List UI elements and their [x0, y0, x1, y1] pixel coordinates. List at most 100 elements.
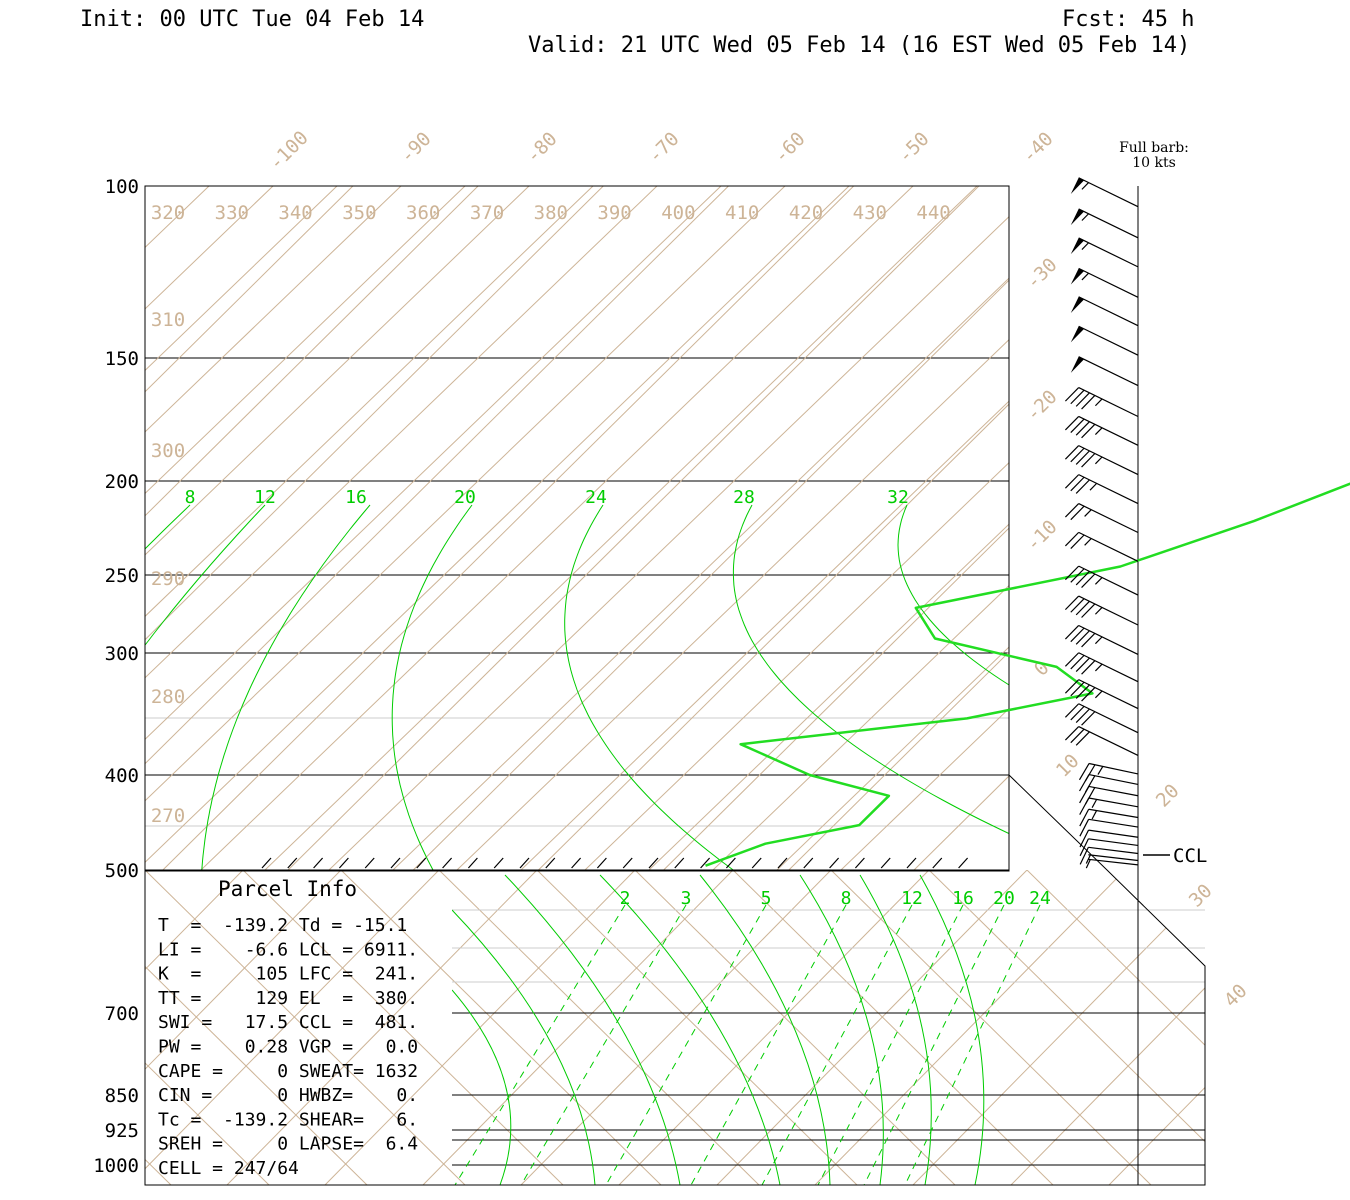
moist-adiabat-line	[201, 504, 371, 871]
isotherm-label: -10	[1022, 516, 1062, 556]
isotherm-line	[1223, 870, 1350, 1185]
wind-barb	[1079, 846, 1139, 865]
moist-adiabat-line	[919, 874, 985, 1185]
mixing-ratio-line	[605, 904, 767, 1185]
hatch-mark	[854, 857, 865, 869]
valid-time: Valid: 21 UTC Wed 05 Feb 14 (16 EST Wed …	[528, 33, 1190, 58]
parcel-info-row: CELL = 247/64	[158, 1158, 299, 1179]
theta-label: 330	[215, 202, 249, 224]
isotherm-line	[0, 870, 73, 1185]
isotherm-line	[830, 870, 1152, 1185]
pressure-label: 500	[105, 860, 139, 882]
dry-adiabat-line	[814, 870, 1126, 1185]
temperature-profile-line	[705, 482, 1350, 867]
parcel-info-row: Tc = -139.2 SHEAR= 6.	[158, 1109, 418, 1130]
mixing-ratio-line	[817, 904, 964, 1185]
barb-legend-line2: 10 kts	[1132, 155, 1176, 171]
moist-adiabat-line	[145, 504, 266, 646]
dry-adiabat-line	[912, 870, 1205, 1185]
dry-adiabat-line	[145, 186, 722, 741]
mixing-ratio-line	[863, 904, 1005, 1185]
parcel-info-row: TT = 129 EL = 380.	[158, 988, 418, 1009]
parcel-info-table: T = -139.2 Td = -15.1 LI = -6.6 LCL = 691…	[158, 915, 418, 1179]
dry-adiabat-line	[1010, 870, 1205, 1185]
wind-barb	[1070, 177, 1139, 208]
theta-label: 420	[789, 202, 823, 224]
dry-adiabat-line	[775, 646, 1009, 871]
isotherm-line	[538, 403, 1009, 871]
wind-barb	[1064, 726, 1139, 757]
theta-label: 290	[151, 568, 185, 590]
dry-adiabat-line	[716, 870, 1028, 1185]
dry-adiabat-line	[839, 707, 1009, 871]
moist-adiabat-line	[504, 874, 681, 1185]
wind-barb	[1064, 679, 1139, 710]
wind-barb	[1070, 296, 1139, 327]
isotherm-line	[788, 651, 1009, 871]
dry-adiabat-line	[0, 186, 81, 1016]
init-time: Init: 00 UTC Tue 04 Feb 14	[80, 7, 424, 32]
dry-adiabat-line	[226, 870, 538, 1185]
moist-adiabat-line	[452, 989, 512, 1185]
ccl-label: CCL	[1173, 845, 1207, 867]
mixing-ratio-label: 32	[887, 487, 909, 508]
wind-barb	[1070, 325, 1139, 356]
wind-barb	[1064, 387, 1139, 418]
wind-barb	[1064, 415, 1139, 446]
wind-barb	[1070, 208, 1139, 239]
pressure-label: 925	[105, 1120, 139, 1142]
moist-adiabat-line	[799, 874, 884, 1185]
dry-adiabat-line	[145, 186, 786, 802]
wind-barb	[1079, 797, 1139, 815]
mixing-ratio-label: 5	[761, 888, 772, 909]
hatch-mark	[287, 857, 298, 869]
parcel-info-row: SREH = 0 LAPSE= 6.4	[158, 1134, 418, 1155]
dry-adiabat-line	[263, 186, 978, 871]
hatch-mark	[880, 857, 891, 869]
wind-barb	[1064, 652, 1139, 683]
wind-barb	[1064, 624, 1139, 655]
isotherm-line	[913, 775, 1009, 871]
isotherm-line	[1026, 870, 1205, 1185]
hatch-mark	[545, 857, 556, 869]
isotherm-label: 40	[1220, 980, 1252, 1012]
pressure-label: 1000	[93, 1155, 139, 1177]
hatch-mark	[932, 857, 943, 869]
isotherm-label: -70	[644, 128, 684, 168]
isotherm-line	[145, 186, 354, 393]
moist-adiabat-line	[699, 874, 831, 1185]
isotherm-line	[145, 870, 368, 1185]
mixing-ratio-label: 8	[185, 487, 196, 508]
pressure-label: 700	[105, 1003, 139, 1025]
dry-adiabat-line	[1108, 870, 1205, 1185]
hatch-mark	[571, 857, 582, 869]
isotherm-label: 10	[1052, 750, 1084, 782]
dry-adiabat-line	[391, 277, 1009, 871]
wind-barb	[1064, 474, 1139, 505]
parcel-info-row: T = -139.2 Td = -15.1	[158, 915, 407, 936]
theta-label: 270	[151, 805, 185, 827]
wind-barbs	[1064, 177, 1139, 869]
mixing-ratio-label: 2	[620, 888, 631, 909]
wind-barb	[1070, 267, 1139, 298]
hatch-mark	[493, 857, 504, 869]
isotherm-line	[412, 279, 1009, 871]
dry-adiabat-line	[1207, 870, 1350, 1185]
theta-label: 280	[151, 686, 185, 708]
hatch-mark	[725, 857, 736, 869]
theta-label: 320	[151, 202, 185, 224]
mixing-ratio-label: 24	[1029, 888, 1051, 909]
hatch-mark	[364, 857, 375, 869]
dry-adiabat-line	[145, 186, 530, 556]
hatch-mark	[261, 857, 272, 869]
hatch-mark	[338, 857, 349, 869]
background-lines-lower	[0, 870, 1350, 1185]
isotherm-label: -40	[1018, 128, 1058, 168]
dry-adiabat-line	[647, 523, 1009, 871]
wind-barb	[1079, 829, 1139, 848]
dry-adiabat-line	[145, 186, 338, 372]
isotherm-line	[1039, 186, 1350, 870]
isotherm-label: -80	[522, 128, 562, 168]
isotherm-label: 20	[1152, 780, 1184, 812]
